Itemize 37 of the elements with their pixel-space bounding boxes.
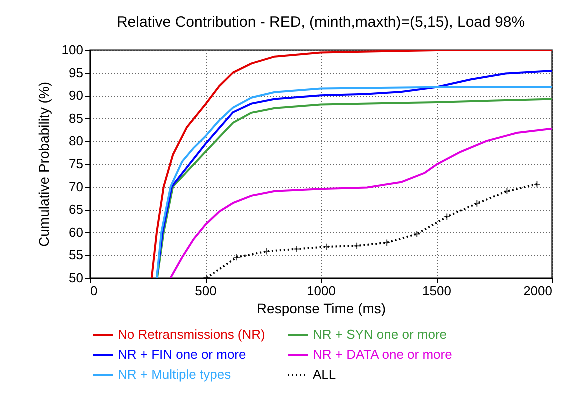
y-tick-label: 75: [69, 156, 84, 172]
legend-label: ALL: [313, 367, 336, 382]
legend-label: NR + SYN one or more: [313, 327, 448, 342]
y-tick-label: 65: [69, 202, 84, 218]
y-tick-label: 80: [69, 134, 84, 149]
point: [504, 188, 511, 196]
point: [443, 213, 451, 221]
y-tick-label: 50: [69, 270, 84, 286]
legend-label: No Retransmissions (NR): [118, 327, 266, 342]
y-tick-label: 95: [69, 65, 84, 80]
point: [473, 200, 481, 208]
point: [383, 239, 391, 247]
chart-title: Relative Contribution - RED, (minth,maxth)=(5,15), Load 98%: [116, 14, 526, 31]
point: [413, 230, 421, 238]
legend-label: NR + Multiple types: [118, 367, 232, 382]
point: [263, 248, 271, 256]
y-tick-label: 90: [69, 88, 84, 104]
x-tick-label: 0: [90, 284, 98, 298]
x-tick-label: 500: [195, 284, 217, 298]
y-tick-label: 60: [69, 224, 84, 240]
y-tick-label: 70: [69, 179, 84, 194]
legend-label: NR + DATA one or more: [313, 347, 452, 362]
point: [534, 180, 541, 188]
x-axis-title: Response Time (ms): [256, 300, 386, 316]
point: [293, 246, 301, 253]
point: [353, 242, 361, 250]
y-axis-title: Cumulative Probability (%): [36, 82, 52, 247]
y-tick-label: 100: [62, 42, 84, 58]
point: [323, 243, 331, 251]
y-tick-label: 85: [69, 110, 84, 126]
legend-label: NR + FIN one or more: [118, 347, 246, 362]
line-series: [170, 128, 552, 278]
x-tick-label: 1500: [422, 284, 452, 298]
y-tick-label: 55: [69, 248, 84, 263]
x-tick-label: 1000: [307, 284, 336, 298]
x-tick-label: 2000: [524, 284, 552, 298]
point: [233, 254, 241, 262]
